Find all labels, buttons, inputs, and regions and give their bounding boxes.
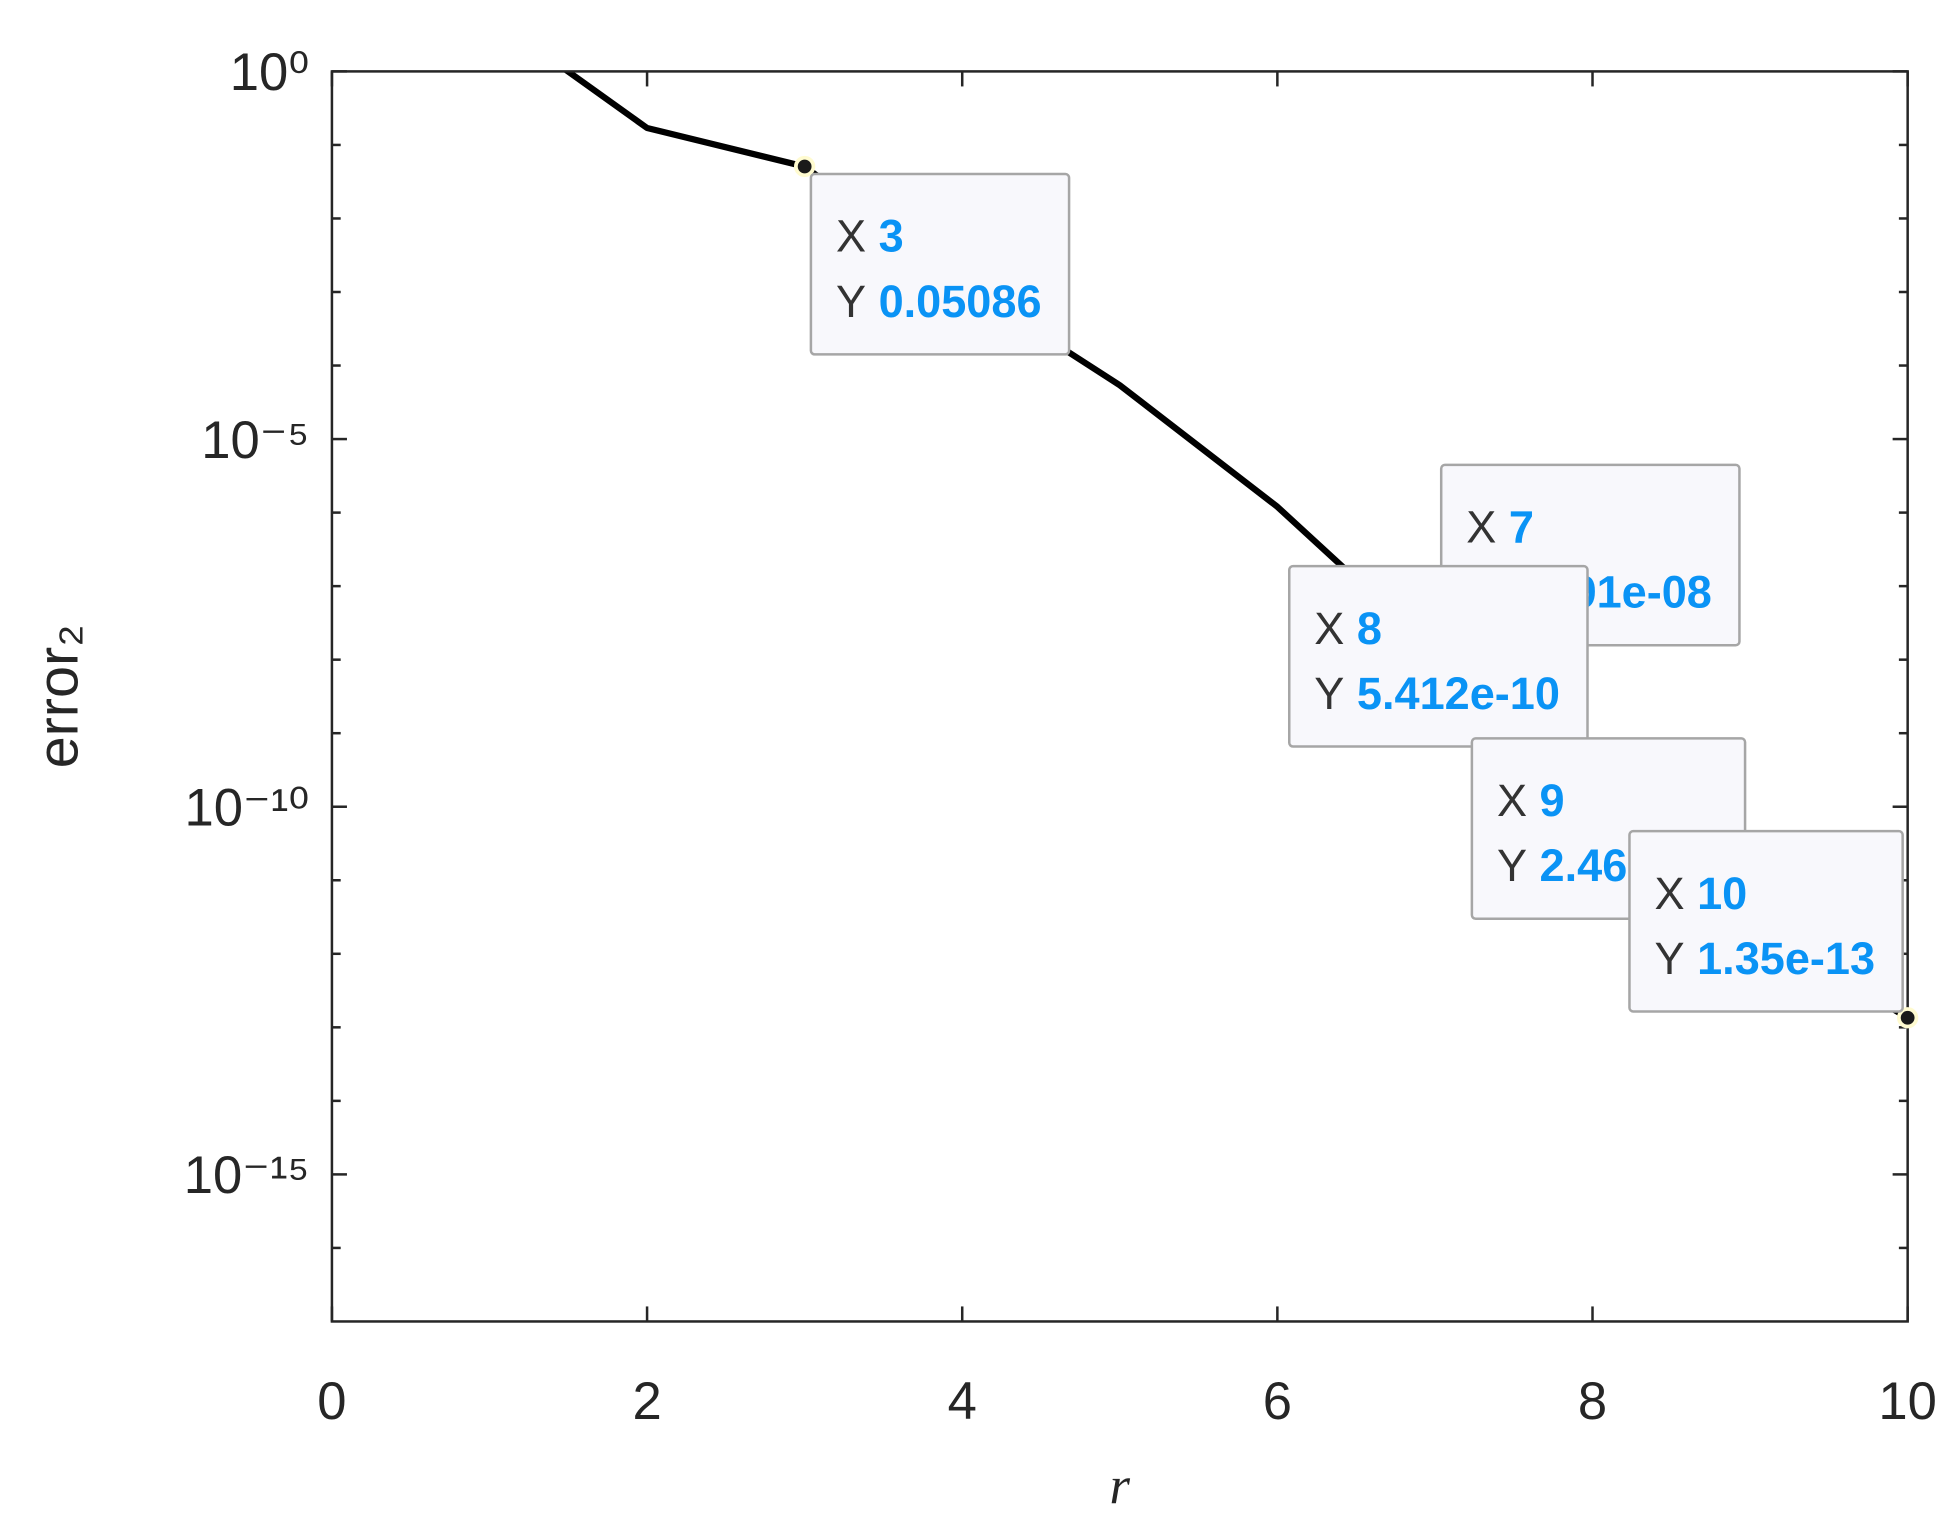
x-tick-label: 4	[948, 1372, 977, 1431]
datatip-x-value: 7	[1509, 502, 1534, 553]
axes-box	[330, 70, 1909, 1323]
x-tick-label: 8	[1578, 1372, 1607, 1431]
datatip-y-row: Y 5.412e-10	[1314, 668, 1560, 719]
y-tick-label: 10⁻⁵	[201, 411, 309, 470]
x-tick-label: 6	[1263, 1372, 1292, 1431]
datatip-marker	[794, 155, 816, 178]
datatip-y-name: Y	[1655, 933, 1685, 984]
y-axis-label: error₂	[27, 624, 91, 768]
datatip: X 8Y 5.412e-10	[1288, 564, 1589, 748]
x-tick-label: 2	[632, 1372, 661, 1431]
datatip-x-name: X	[1466, 502, 1496, 553]
datatip-x-name: X	[1314, 603, 1344, 654]
datatip-x-name: X	[1655, 868, 1685, 919]
datatip-x-name: X	[1497, 775, 1527, 826]
datatip: X 3Y 0.05086	[809, 172, 1071, 356]
y-tick-label: 10⁰	[230, 43, 310, 102]
datatip-x-name: X	[836, 211, 866, 262]
x-tick-label: 10	[1878, 1372, 1937, 1431]
datatip-box	[809, 172, 1071, 356]
datatip-x-value: 9	[1540, 775, 1565, 826]
datatip-y-row: Y 1.35e-13	[1655, 933, 1876, 984]
datatip-y-value: 1.35e-13	[1697, 933, 1875, 984]
y-tick-label: 10⁻¹⁰	[185, 779, 310, 838]
datatip-x-row: X 10	[1655, 868, 1748, 919]
y-tick-label: 10⁻¹⁵	[184, 1146, 310, 1205]
datatip-y-name: Y	[1497, 840, 1527, 891]
datatip-y-name: Y	[1314, 668, 1344, 719]
datatip-y-name: Y	[836, 276, 866, 327]
x-axis-label: r	[1110, 1457, 1131, 1515]
datatip-box	[1288, 564, 1589, 748]
datatip-marker	[1897, 1007, 1919, 1029]
datatip-box	[1628, 829, 1904, 1013]
datatip-x-value: 8	[1357, 603, 1382, 654]
datatip: X 10Y 1.35e-13	[1628, 829, 1904, 1013]
x-tick-label: 0	[317, 1372, 346, 1431]
datatip-y-row: Y 0.05086	[836, 276, 1042, 327]
datatip-y-value: 5.412e-10	[1357, 668, 1560, 719]
datatip-x-value: 10	[1697, 868, 1747, 919]
datatip-x-value: 3	[879, 211, 904, 262]
datatip-y-value: 0.05086	[879, 276, 1042, 327]
